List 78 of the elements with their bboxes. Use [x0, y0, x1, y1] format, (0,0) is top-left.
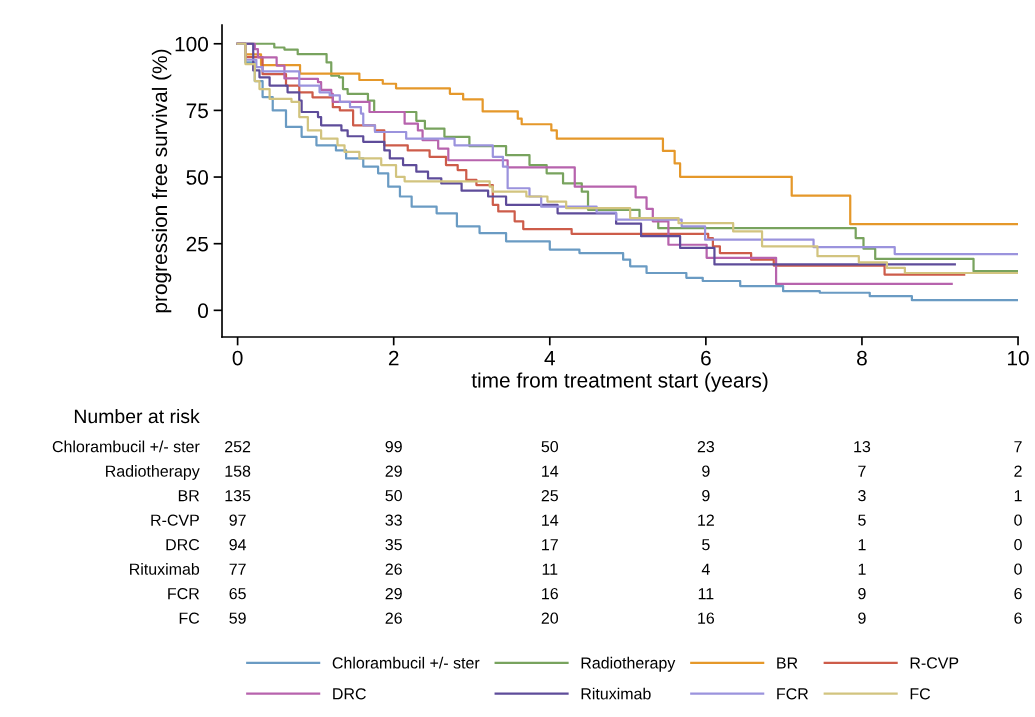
- x-tick-label: 6: [701, 350, 711, 366]
- legend-label: BR: [777, 657, 798, 669]
- text: 9: [702, 465, 710, 477]
- text: 1: [858, 563, 866, 575]
- text: 29: [385, 587, 402, 600]
- text: 7: [1014, 441, 1022, 453]
- text: 252: [225, 440, 251, 453]
- text: 9: [858, 587, 866, 600]
- text: 50: [385, 489, 402, 502]
- text: 50: [541, 440, 559, 453]
- legend-label: FCR: [777, 688, 809, 700]
- text: 4: [701, 563, 710, 575]
- x-tick-label: 10: [1008, 350, 1029, 366]
- text: 1: [858, 539, 866, 551]
- text: 9: [858, 612, 866, 624]
- text: FCR: [168, 587, 200, 600]
- y-tick-label: 100: [175, 36, 208, 52]
- text: 26: [385, 612, 402, 624]
- text: 26: [385, 563, 402, 575]
- x-axis-title: time from treatment start (years): [471, 372, 768, 392]
- text: FC: [179, 612, 200, 624]
- legend-label: R-CVP: [910, 657, 959, 669]
- x-tick-label: 0: [232, 350, 243, 366]
- text: DRC: [166, 538, 200, 551]
- y-axis-title: progression free survival (%): [151, 49, 172, 313]
- text: 16: [542, 587, 558, 600]
- text: 0: [1014, 563, 1022, 575]
- text: 20: [541, 612, 559, 624]
- y-tick-label: 50: [186, 170, 208, 185]
- text: 33: [385, 514, 402, 526]
- text: 6: [1014, 587, 1022, 600]
- text: 1: [1014, 490, 1022, 502]
- x-tick-label: 8: [857, 350, 867, 366]
- x-tick-label: 2: [388, 350, 399, 366]
- legend-label: Chlorambucil +/- ster: [332, 656, 480, 669]
- text: 135: [225, 489, 251, 502]
- y-tick-label: 0: [198, 303, 208, 319]
- text: 14: [542, 514, 559, 526]
- text: 77: [229, 563, 246, 575]
- legend-label: DRC: [333, 688, 366, 700]
- text: Radiotherapy: [106, 465, 200, 480]
- text: 9: [702, 489, 710, 502]
- text: 14: [542, 465, 559, 477]
- text: 5: [702, 539, 710, 551]
- text: Chlorambucil +/- ster: [52, 440, 200, 453]
- y-tick-label: 25: [186, 236, 208, 252]
- text: 3: [858, 489, 866, 502]
- text: 11: [698, 588, 714, 600]
- text: Number at risk: [74, 408, 200, 424]
- text: 7: [858, 465, 866, 477]
- legend-label: Radiotherapy: [581, 656, 676, 672]
- text: 2: [1014, 465, 1022, 477]
- x-tick-label: 4: [544, 350, 555, 366]
- y-tick-label: 75: [186, 103, 208, 119]
- text: BR: [178, 490, 200, 502]
- legend-label: Rituximab: [581, 687, 651, 700]
- text: 65: [229, 587, 246, 600]
- text: 13: [854, 440, 871, 453]
- text: 5: [858, 514, 866, 526]
- text: 29: [385, 465, 402, 477]
- text: 59: [229, 612, 246, 624]
- text: 12: [698, 514, 714, 526]
- text: 25: [541, 489, 558, 502]
- text: R-CVP: [151, 514, 199, 526]
- text: 23: [697, 440, 715, 453]
- text: 0: [1014, 514, 1022, 526]
- text: 11: [542, 563, 558, 575]
- text: 99: [385, 440, 402, 453]
- text: 6: [1014, 612, 1022, 624]
- text: 97: [229, 514, 246, 526]
- text: 158: [225, 465, 251, 477]
- text: 17: [542, 539, 558, 551]
- text: Rituximab: [130, 563, 200, 575]
- legend-label: FC: [910, 688, 931, 700]
- text: 94: [229, 538, 247, 551]
- text: 0: [1014, 538, 1022, 551]
- text: 16: [698, 612, 715, 624]
- text: 35: [385, 538, 402, 551]
